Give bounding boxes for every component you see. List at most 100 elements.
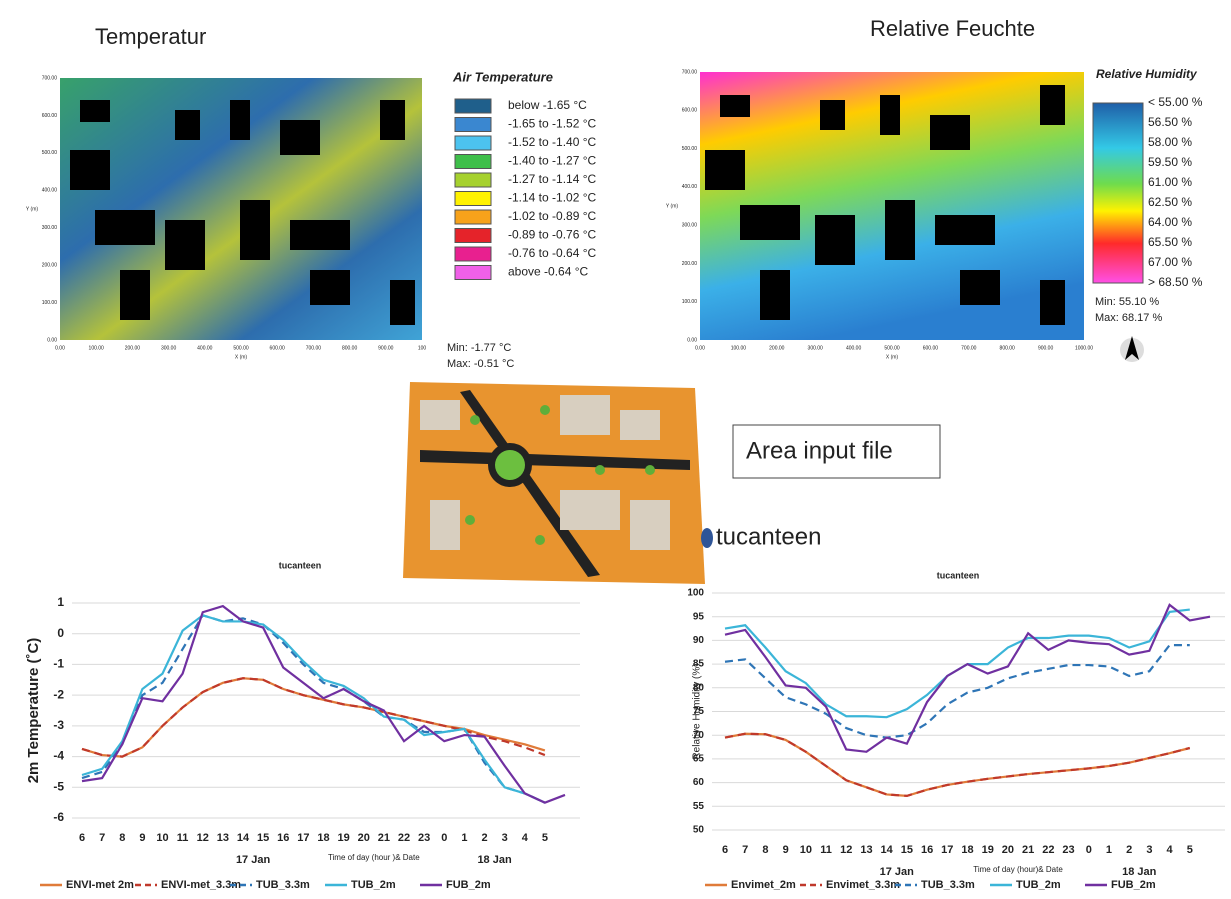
x-tick-label: 11 — [177, 832, 189, 844]
chart-title: tucanteen — [937, 570, 980, 580]
legend-swatch — [455, 173, 491, 187]
colorbar-label: 56.50 % — [1148, 115, 1192, 129]
x-tick-label: 11 — [820, 844, 832, 856]
map-x-tick: 900.00 — [378, 345, 394, 351]
map-y-tick: 300.00 — [42, 225, 58, 231]
x-tick-label: 12 — [840, 844, 852, 856]
map-y-tick: 0.00 — [47, 337, 57, 343]
x-tick-label: 18 — [961, 844, 973, 856]
map-x-tick: 0.00 — [55, 345, 65, 351]
map-x-tick: 300.00 — [161, 345, 177, 351]
x-tick-label: 5 — [1187, 844, 1193, 856]
x-tick-label: 9 — [139, 832, 145, 844]
legend-title: Relative Humidity — [1096, 67, 1198, 81]
legend-label: below -1.65 °C — [508, 98, 587, 112]
x-tick-label: 22 — [1042, 844, 1054, 856]
y-tick-label: -5 — [53, 779, 64, 793]
map-max: Max: -0.51 °C — [447, 358, 514, 370]
y-tick-label: -2 — [53, 687, 64, 701]
x-tick-label: 0 — [1086, 844, 1092, 856]
x-tick-label: 3 — [1146, 844, 1152, 856]
legend-label: -0.89 to -0.76 °C — [508, 228, 597, 242]
x-tick-label: 21 — [1022, 844, 1034, 856]
x-tick-label: 13 — [217, 832, 229, 844]
colorbar-label: > 68.50 % — [1148, 275, 1203, 289]
map-x-tick: 600.00 — [923, 345, 939, 351]
x-tick-label: 7 — [742, 844, 748, 856]
y-tick-label: 50 — [693, 825, 705, 836]
legend-swatch — [455, 266, 491, 280]
legend-label: FUB_2m — [446, 879, 491, 891]
x-tick-label: 5 — [542, 832, 548, 844]
x-tick-label: 1 — [1106, 844, 1112, 856]
x-tick-label: 9 — [783, 844, 789, 856]
x-tick-label: 6 — [722, 844, 728, 856]
map-x-label: X (m) — [235, 354, 248, 360]
legend-label: -1.52 to -1.40 °C — [508, 135, 597, 149]
legend-label: ENVI-met_3.3m — [161, 879, 241, 891]
x-tick-label: 10 — [156, 832, 168, 844]
x-tick-label: 18 — [317, 832, 329, 844]
map-y-tick: 200.00 — [682, 261, 698, 267]
x-tick-label: 8 — [119, 832, 125, 844]
map-x-tick: 700.00 — [306, 345, 322, 351]
legend-label: -0.76 to -0.64 °C — [508, 246, 597, 260]
area-label: Area input file — [746, 437, 893, 464]
x-tick-label: 17 — [941, 844, 953, 856]
colorbar-label: 62.50 % — [1148, 195, 1192, 209]
x-tick-label: 19 — [982, 844, 994, 856]
legend-swatch — [455, 192, 491, 206]
x-tick-label: 16 — [277, 832, 289, 844]
map-x-tick: 400.00 — [846, 345, 862, 351]
map-y-tick: 700.00 — [42, 75, 58, 81]
map-x-tick: 300.00 — [808, 345, 824, 351]
legend-label: TUB_3.3m — [921, 879, 975, 891]
colorbar-label: 59.50 % — [1148, 155, 1192, 169]
legend-label: Envimet_3.3m — [826, 879, 900, 891]
map-y-tick: 100.00 — [42, 300, 58, 306]
colorbar-label: 58.00 % — [1148, 135, 1192, 149]
x-tick-label: 12 — [197, 832, 209, 844]
marker-label: tucanteen — [716, 523, 821, 550]
map-y-tick: 700.00 — [682, 69, 698, 75]
map-x-tick: 100 — [418, 345, 427, 351]
x-tick-label: 0 — [441, 832, 447, 844]
y-tick-label: -1 — [53, 657, 64, 671]
legend-label: -1.40 to -1.27 °C — [508, 154, 597, 168]
heading: Temperatur — [95, 24, 206, 49]
x-tick-label: 14 — [237, 832, 250, 844]
legend-label: TUB_2m — [351, 879, 396, 891]
x-tick-label: 15 — [257, 832, 269, 844]
map-x-tick: 200.00 — [769, 345, 785, 351]
y-tick-label: -3 — [53, 718, 64, 732]
map-x-tick: 100.00 — [89, 345, 105, 351]
legend-label: Envimet_2m — [731, 879, 796, 891]
x-tick-label: 4 — [522, 832, 529, 844]
line — [82, 615, 545, 802]
map-x-tick: 200.00 — [125, 345, 141, 351]
legend-swatch — [455, 155, 491, 169]
map-y-label: Y (m) — [666, 203, 678, 209]
x-tick-label: 7 — [99, 832, 105, 844]
page: Temperatur Relative Feuchte Area input f… — [0, 0, 1231, 894]
y-tick-label: 1 — [57, 595, 64, 609]
map-y-tick: 200.00 — [42, 262, 58, 268]
x-tick-label: 4 — [1167, 844, 1174, 856]
x-tick-label: 22 — [398, 832, 410, 844]
y-tick-label: -4 — [53, 749, 64, 763]
x-tick-label: 21 — [378, 832, 390, 844]
y-axis-title: Relative Humidity (%) — [692, 663, 703, 759]
map-x-tick: 500.00 — [884, 345, 900, 351]
map-x-tick: 1000.00 — [1075, 345, 1093, 351]
y-axis-title: 2m Temperature (˚C) — [25, 638, 42, 784]
legend-label: -1.27 to -1.14 °C — [508, 172, 597, 186]
map-y-tick: 600.00 — [42, 113, 58, 119]
humidity-map — [700, 72, 1084, 340]
colorbar-label: 67.00 % — [1148, 255, 1192, 269]
date-label: 17 Jan — [880, 866, 915, 878]
marker — [701, 528, 713, 548]
legend-swatch — [455, 99, 491, 113]
legend-title: Air Temperature — [452, 69, 553, 84]
map-x-label: X (m) — [886, 354, 899, 360]
map-y-tick: 400.00 — [42, 188, 58, 194]
